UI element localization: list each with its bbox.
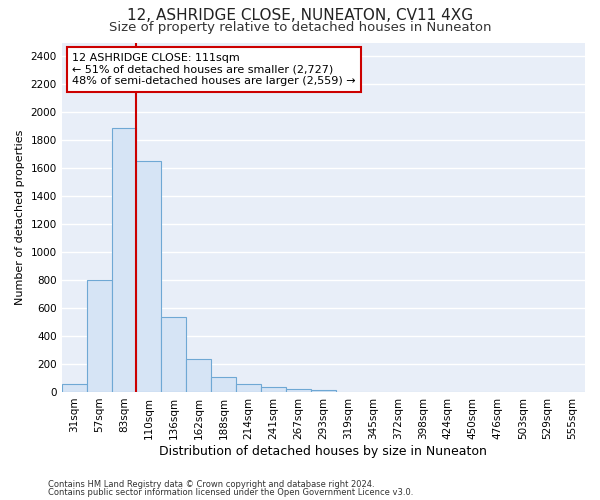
Text: 12 ASHRIDGE CLOSE: 111sqm
← 51% of detached houses are smaller (2,727)
48% of se: 12 ASHRIDGE CLOSE: 111sqm ← 51% of detac… — [72, 53, 356, 86]
Bar — [211, 376, 236, 392]
Text: Contains HM Land Registry data © Crown copyright and database right 2024.: Contains HM Land Registry data © Crown c… — [48, 480, 374, 489]
Text: 12, ASHRIDGE CLOSE, NUNEATON, CV11 4XG: 12, ASHRIDGE CLOSE, NUNEATON, CV11 4XG — [127, 8, 473, 22]
X-axis label: Distribution of detached houses by size in Nuneaton: Distribution of detached houses by size … — [160, 444, 487, 458]
Text: Size of property relative to detached houses in Nuneaton: Size of property relative to detached ho… — [109, 21, 491, 34]
Bar — [86, 280, 112, 392]
Bar — [136, 162, 161, 392]
Bar — [112, 128, 136, 392]
Bar — [311, 390, 336, 392]
Text: Contains public sector information licensed under the Open Government Licence v3: Contains public sector information licen… — [48, 488, 413, 497]
Bar — [261, 386, 286, 392]
Bar — [62, 384, 86, 392]
Bar — [186, 358, 211, 392]
Bar — [236, 384, 261, 392]
Bar — [161, 317, 186, 392]
Y-axis label: Number of detached properties: Number of detached properties — [15, 130, 25, 305]
Bar — [286, 389, 311, 392]
